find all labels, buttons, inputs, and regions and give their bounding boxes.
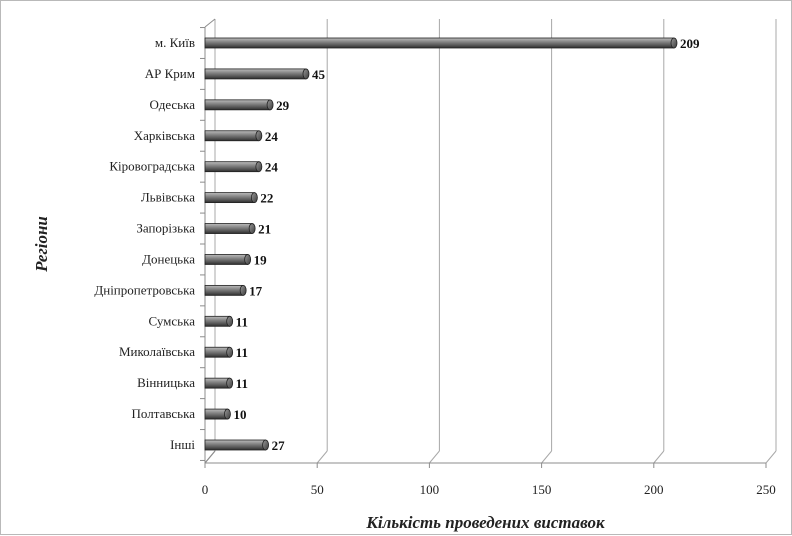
data-label: 24 bbox=[265, 129, 279, 144]
bar-cap bbox=[244, 254, 252, 265]
x-tick-label: 200 bbox=[644, 482, 664, 497]
x-tick-label: 100 bbox=[420, 482, 440, 497]
data-label: 29 bbox=[276, 98, 290, 113]
category-label: Запорізька bbox=[136, 221, 195, 236]
grid-layer bbox=[200, 18, 777, 468]
bar bbox=[204, 37, 678, 49]
data-label: 27 bbox=[272, 438, 286, 453]
data-label: 11 bbox=[236, 314, 248, 329]
data-label: 21 bbox=[258, 222, 271, 237]
wall-edge bbox=[204, 18, 216, 28]
bar-cap bbox=[250, 192, 258, 204]
bar-cap bbox=[226, 377, 234, 389]
category-label: Інші bbox=[170, 437, 195, 452]
bar-cap bbox=[670, 37, 678, 49]
data-label: 209 bbox=[680, 36, 700, 51]
floor-edge bbox=[204, 450, 216, 464]
x-axis-title: Кількість проведених виставок bbox=[365, 513, 605, 532]
bar bbox=[204, 439, 269, 451]
y-axis-title: Регіони bbox=[32, 216, 51, 273]
bar-body bbox=[204, 161, 260, 173]
data-label: 17 bbox=[249, 283, 263, 298]
bar-body bbox=[204, 254, 249, 265]
category-label: Харківська bbox=[134, 128, 195, 143]
bar-body bbox=[204, 346, 231, 358]
bar-cap bbox=[255, 130, 263, 142]
data-label: 45 bbox=[312, 67, 326, 82]
bar-body bbox=[204, 37, 675, 49]
data-label: 11 bbox=[236, 345, 248, 360]
floor-gridline bbox=[316, 450, 328, 464]
bar bbox=[204, 161, 263, 173]
floor-gridline bbox=[765, 450, 777, 464]
bar bbox=[204, 254, 252, 265]
labels-layer: 0 50 100 150 200 250 м. Київ 209 АР Крим 45 Одеськ… bbox=[94, 35, 775, 497]
bar bbox=[204, 377, 234, 389]
category-label: Полтавська bbox=[132, 406, 196, 421]
bar-cap bbox=[248, 223, 256, 234]
data-label: 11 bbox=[236, 376, 248, 391]
x-tick-label: 150 bbox=[532, 482, 552, 497]
category-label: Одеська bbox=[149, 97, 195, 112]
bar-body bbox=[204, 99, 271, 111]
category-label: Вінницька bbox=[137, 375, 195, 390]
bar-cap bbox=[255, 161, 263, 173]
x-tick-label: 50 bbox=[311, 482, 324, 497]
bar-body bbox=[204, 68, 307, 80]
bar bbox=[204, 68, 310, 80]
bar-body bbox=[204, 192, 255, 204]
category-label: Донецька bbox=[142, 251, 195, 266]
bar-cap bbox=[226, 315, 234, 327]
floor-gridline bbox=[653, 450, 665, 464]
data-label: 24 bbox=[265, 160, 279, 175]
x-tick-label: 0 bbox=[202, 482, 209, 497]
bar bbox=[204, 284, 247, 296]
bar bbox=[204, 346, 234, 358]
bar bbox=[204, 223, 256, 234]
bar-cap bbox=[266, 99, 274, 111]
bar-body bbox=[204, 223, 253, 234]
bar bbox=[204, 130, 263, 142]
category-label: Кіровоградська bbox=[109, 159, 195, 174]
bar-cap bbox=[239, 284, 247, 296]
data-label: 22 bbox=[260, 191, 273, 206]
floor-gridline bbox=[429, 450, 440, 464]
bar-cap bbox=[302, 68, 310, 80]
bar bbox=[204, 99, 274, 111]
bar-body bbox=[204, 439, 266, 451]
floor-gridline bbox=[541, 450, 552, 464]
bar-body bbox=[204, 315, 231, 327]
category-label: Львівська bbox=[141, 190, 195, 205]
x-tick-label: 250 bbox=[756, 482, 776, 497]
bar bbox=[204, 192, 258, 204]
bar-body bbox=[204, 130, 260, 142]
category-label: АР Крим bbox=[145, 66, 195, 81]
bar-body bbox=[204, 377, 231, 389]
bars-layer bbox=[204, 37, 678, 451]
bar-cap bbox=[224, 408, 231, 420]
bar bbox=[204, 315, 234, 327]
category-label: Дніпропетровська bbox=[94, 282, 195, 297]
bar bbox=[204, 408, 231, 420]
bar-body bbox=[204, 284, 244, 296]
category-label: м. Київ bbox=[155, 35, 195, 50]
bar-cap bbox=[226, 346, 234, 358]
bar-cap bbox=[262, 439, 269, 451]
data-label: 10 bbox=[233, 407, 246, 422]
category-label: Миколаївська bbox=[119, 344, 195, 359]
data-label: 19 bbox=[254, 252, 267, 267]
category-label: Сумська bbox=[149, 313, 196, 328]
